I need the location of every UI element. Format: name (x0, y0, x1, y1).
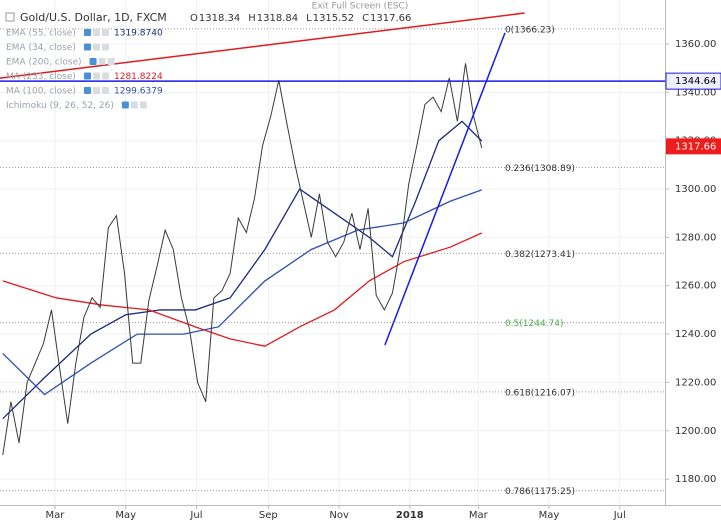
banner[interactable]: Exit Full Screen (ESC) (312, 2, 409, 12)
ohlc-value: 1317.66 (370, 13, 411, 24)
indicator-icon[interactable] (121, 101, 129, 109)
indicator-icon[interactable] (84, 29, 91, 36)
fib-levels: 0(1366.23) 0.236(1308.89) 0.382(1273.41) 0.… (0, 25, 665, 497)
ohlc-key: H (248, 13, 256, 24)
indicator-icon[interactable] (98, 58, 106, 65)
indicator-icon[interactable] (130, 101, 138, 109)
x-tick-label: May (539, 510, 560, 521)
y-tick-label: 1180.00 (675, 474, 716, 485)
ohlc-key: O (190, 13, 198, 24)
indicator-icon[interactable] (93, 29, 100, 36)
banner-bg (303, 0, 419, 12)
y-tick-label: 1200.00 (675, 426, 716, 437)
trend-line (384, 32, 506, 346)
fib-label: 0.786(1175.25) (505, 487, 575, 497)
price-box (665, 72, 721, 90)
x-tick-label: May (115, 510, 136, 521)
last-price-label: 1317.66 (675, 141, 716, 152)
y-tick-label: 1360.00 (675, 39, 716, 50)
price-line (2, 63, 483, 456)
fib-label: 0.236(1308.89) (505, 164, 575, 174)
axes: 1180.00 1200.00 1220.00 1240.00 1260.00 1280.… (46, 39, 721, 521)
y-tick-label: 1280.00 (675, 232, 716, 243)
fib-label: 0.5(1244.74) (505, 319, 564, 329)
indicator-line (2, 232, 483, 347)
indicator-icon[interactable] (102, 43, 109, 51)
indicator-name: MA (100, close) (6, 87, 76, 97)
x-tick-label: Mar (469, 510, 489, 521)
fib-label: 0.618(1216.07) (505, 388, 575, 398)
indicator-name: Ichimoku (9, 26, 52, 26) (6, 101, 114, 111)
indicator-name: MA (233, close) (6, 72, 76, 82)
legend: Exit Full Screen (ESC) Gold/U.S. Dollar,… (5, 0, 419, 111)
ohlc-key: L (306, 13, 312, 24)
chart-title: Gold/U.S. Dollar, 1D, FXCM (20, 11, 167, 24)
x-tick-label: 2018 (396, 510, 424, 521)
y-tick-label: 1240.00 (675, 329, 716, 340)
indicator-value: 1281.8224 (114, 72, 163, 82)
indicator-icon[interactable] (93, 43, 100, 51)
indicator-value: 1299.6379 (114, 87, 163, 97)
y-tick-label: 1340.00 (675, 87, 716, 98)
indicator-icon[interactable] (84, 87, 91, 94)
indicator-icon[interactable] (102, 29, 109, 36)
lines (0, 12, 665, 456)
indicator-icon[interactable] (84, 72, 91, 80)
fib-label: 0.382(1273.41) (505, 250, 575, 260)
last-price-box (666, 138, 721, 155)
ohlc-value: 1318.34 (199, 13, 240, 24)
indicator-value: 1319.8740 (114, 29, 163, 39)
indicator-name: EMA (34, close) (6, 43, 76, 53)
y-tick-label: 1260.00 (675, 281, 716, 292)
x-tick-label: Sep (259, 510, 278, 521)
indicator-icon[interactable] (93, 87, 100, 94)
grid (0, 0, 665, 505)
price-box-label: 1344.64 (675, 76, 716, 87)
indicator-line (2, 189, 482, 396)
x-tick-label: Jul (189, 510, 202, 521)
ohlc-key: C (362, 13, 369, 24)
indicator-icon[interactable] (93, 72, 100, 80)
indicator-icon[interactable] (107, 58, 115, 65)
x-tick-label: Jul (613, 510, 626, 521)
x-tick-label: Mar (46, 510, 66, 521)
indicator-icon[interactable] (139, 101, 147, 109)
ohlc-value: 1315.52 (313, 13, 354, 24)
indicator-icon[interactable] (102, 72, 109, 80)
y-tick-label: 1300.00 (675, 184, 716, 195)
indicator-name: EMA (55, close) (6, 29, 76, 39)
indicator-icon[interactable] (102, 87, 109, 94)
indicator-icon[interactable] (84, 43, 91, 51)
indicator-line (2, 120, 483, 420)
fib-label: 0(1366.23) (505, 25, 555, 35)
ohlc-value: 1318.84 (257, 13, 298, 24)
status-icon (5, 12, 15, 22)
trend-line (0, 12, 525, 79)
indicator-icon[interactable] (89, 58, 97, 65)
indicator-name: EMA (200, close) (6, 58, 82, 68)
y-tick-label: 1220.00 (675, 377, 716, 388)
x-tick-label: Nov (329, 510, 349, 521)
